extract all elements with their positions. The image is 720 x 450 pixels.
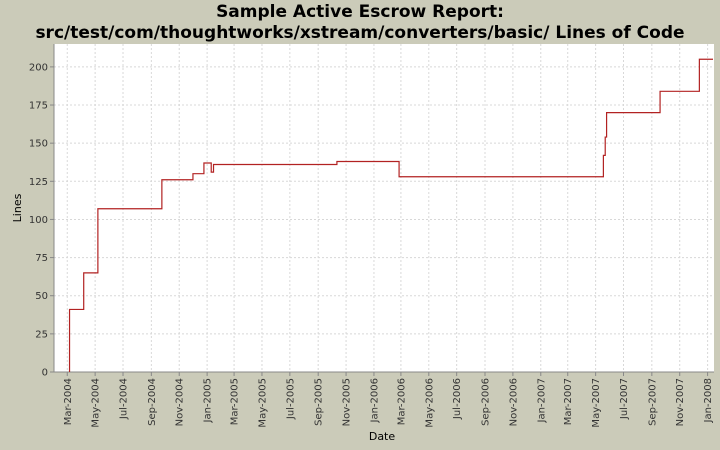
y-ticks: 0 25 50 75 100 125 150 175 200 <box>29 62 54 379</box>
x-tick-label: Jul-2007 <box>619 378 630 420</box>
y-tick-label: 150 <box>29 139 48 150</box>
x-tick-label: Mar-2006 <box>396 378 407 425</box>
x-axis-label: Date <box>369 430 396 443</box>
x-tick-label: Sep-2004 <box>147 378 158 426</box>
x-tick-label: May-2006 <box>424 378 435 428</box>
x-tick-label: Jan-2005 <box>203 378 214 423</box>
x-tick-label: Sep-2007 <box>647 378 658 426</box>
x-tick-label: Jan-2008 <box>703 378 714 423</box>
y-tick-label: 50 <box>35 291 48 302</box>
x-tick-label: May-2007 <box>591 378 602 428</box>
y-tick-label: 200 <box>29 62 48 73</box>
x-tick-label: Jul-2006 <box>452 378 463 420</box>
x-tick-label: Nov-2005 <box>342 378 353 426</box>
x-tick-label: Sep-2006 <box>481 378 492 426</box>
y-axis-label: Lines <box>11 193 24 222</box>
x-tick-label: Nov-2006 <box>508 378 519 426</box>
series <box>68 58 713 372</box>
chart-title-line-1: Sample Active Escrow Report: <box>216 2 504 22</box>
lines-of-code-series <box>68 58 713 372</box>
chart-title-line-2: src/test/com/thoughtworks/xstream/conver… <box>35 23 685 43</box>
x-tick-label: Nov-2007 <box>675 378 686 426</box>
x-tick-label: May-2005 <box>257 378 268 428</box>
plot-area <box>54 44 714 372</box>
y-tick-label: 100 <box>29 215 48 226</box>
axes <box>53 44 714 373</box>
y-tick-label: 0 <box>42 368 48 379</box>
grid-lines <box>54 44 714 372</box>
chart-title: Sample Active Escrow Report: src/test/co… <box>0 2 720 44</box>
x-tick-label: Mar-2005 <box>230 378 241 425</box>
x-tick-label: May-2004 <box>91 378 102 428</box>
x-ticks: Mar-2004 May-2004 Jul-2004 Sep-2004 Nov-2004… <box>63 372 714 428</box>
x-tick-label: Jan-2007 <box>536 378 547 423</box>
x-tick-label: Mar-2007 <box>563 378 574 425</box>
y-tick-label: 75 <box>35 253 48 264</box>
x-tick-label: Jul-2005 <box>285 378 296 420</box>
y-tick-label: 125 <box>29 177 48 188</box>
x-tick-label: Jul-2004 <box>119 378 130 420</box>
y-tick-label: 175 <box>29 101 48 112</box>
x-tick-label: Nov-2004 <box>175 378 186 426</box>
y-tick-label: 25 <box>35 329 48 340</box>
x-tick-label: Sep-2005 <box>314 378 325 426</box>
x-tick-label: Mar-2004 <box>63 378 74 425</box>
x-tick-label: Jan-2006 <box>369 378 380 423</box>
